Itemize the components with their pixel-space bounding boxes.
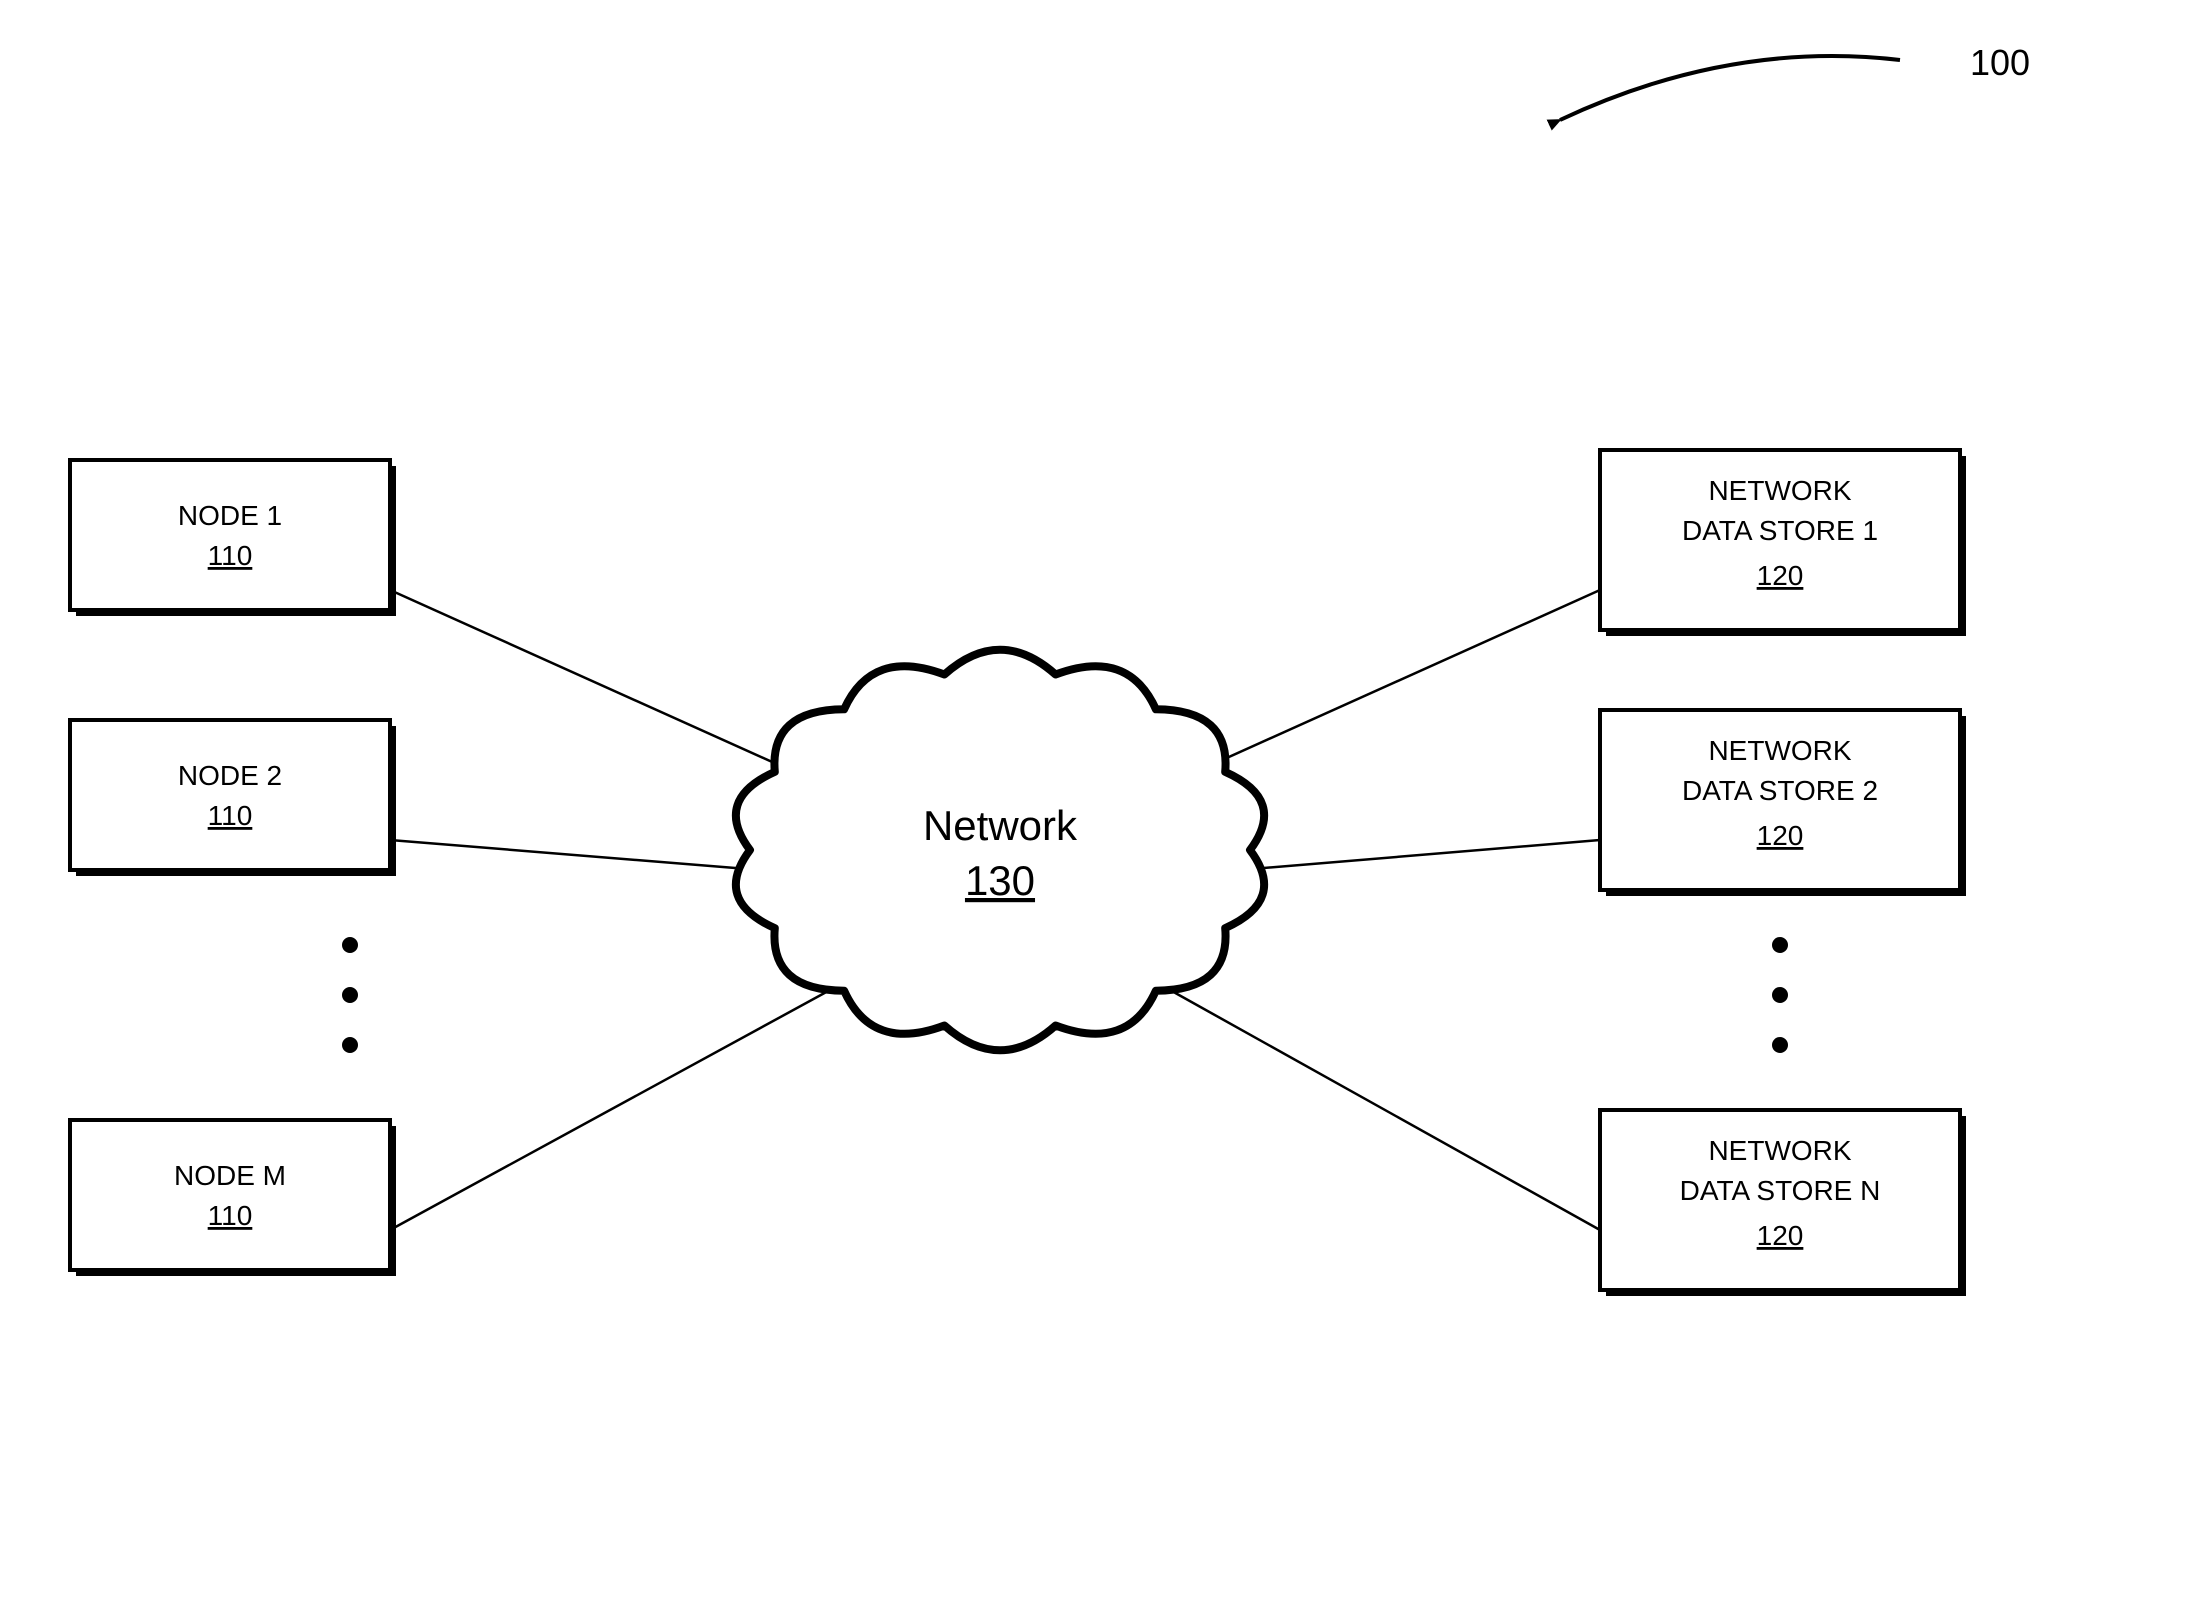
edge-dsN [1170,990,1600,1230]
node2-label: NODE 2 [178,760,282,791]
figure-ref-arrow [1560,56,1900,120]
nodeM-label: NODE M [174,1160,286,1191]
edge-node2 [390,840,760,870]
nodeM-ref: 110 [208,1200,253,1231]
ellipsis-left-dot [342,987,358,1003]
ds2-box: NETWORK DATA STORE 2 120 [1600,710,1966,896]
edge-nodeM [390,990,830,1230]
ds1-box: NETWORK DATA STORE 1 120 [1600,450,1966,636]
edge-ds2 [1240,840,1600,870]
edge-node1 [390,590,790,770]
network-label: Network [923,802,1078,849]
ellipsis-left-dot [342,937,358,953]
network-diagram: 100 Network 130 NODE 1 110 NODE 2 110 NODE M 110… [0,0,2203,1605]
ellipsis-right-dot [1772,1037,1788,1053]
node2-ref: 110 [208,800,253,831]
ds2-label2: DATA STORE 2 [1682,775,1878,806]
ellipsis-right-dot [1772,987,1788,1003]
ellipsis-left-dot [342,1037,358,1053]
dsN-label2: DATA STORE N [1680,1175,1881,1206]
node1-box: NODE 1 110 [70,460,396,616]
ellipsis-right-dot [1772,937,1788,953]
ds2-ref: 120 [1757,820,1804,851]
ds1-label2: DATA STORE 1 [1682,515,1878,546]
dsN-box: NETWORK DATA STORE N 120 [1600,1110,1966,1296]
node1-ref: 110 [208,540,253,571]
node2-box: NODE 2 110 [70,720,396,876]
edge-ds1 [1200,590,1600,770]
ds2-label1: NETWORK [1708,735,1851,766]
ds1-label1: NETWORK [1708,475,1851,506]
network-cloud [736,650,1264,1051]
network-ref: 130 [965,857,1035,904]
nodeM-box: NODE M 110 [70,1120,396,1276]
dsN-ref: 120 [1757,1220,1804,1251]
dsN-label1: NETWORK [1708,1135,1851,1166]
node1-label: NODE 1 [178,500,282,531]
figure-ref-label: 100 [1970,42,2030,83]
ds1-ref: 120 [1757,560,1804,591]
